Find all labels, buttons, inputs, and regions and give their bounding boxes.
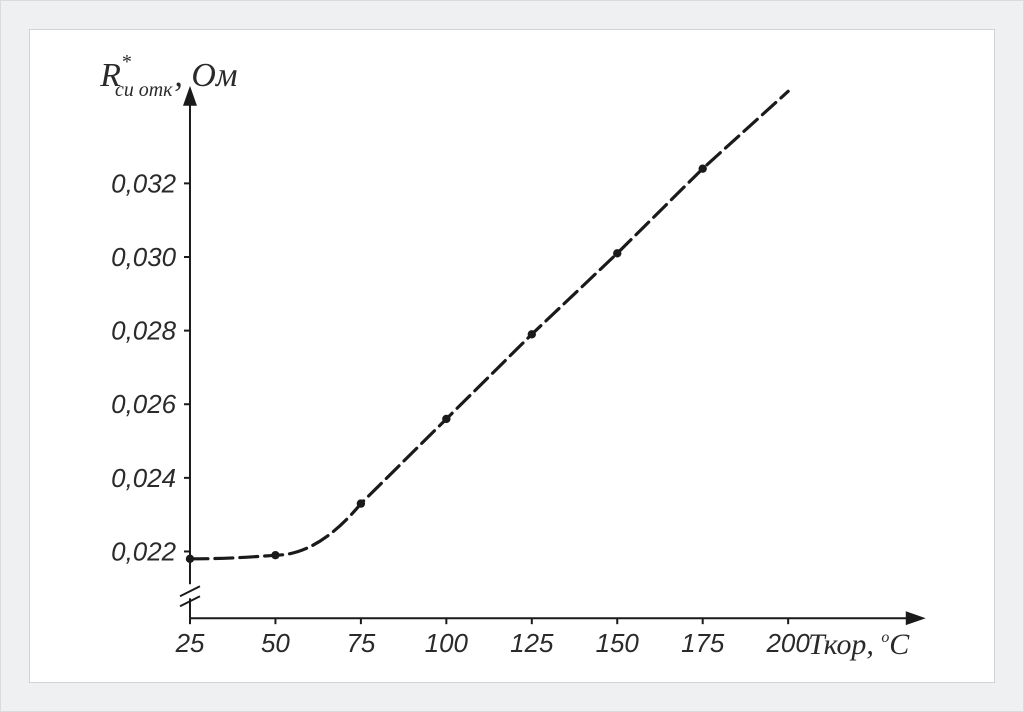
y-tick-label: 0,022 bbox=[111, 538, 176, 566]
x-tick-label: 25 bbox=[175, 630, 205, 658]
x-tick-label: 125 bbox=[510, 630, 554, 658]
data-marker bbox=[613, 249, 621, 257]
x-tick-label: 50 bbox=[261, 630, 290, 658]
y-tick-label: 0,024 bbox=[111, 465, 176, 493]
data-marker bbox=[528, 330, 536, 338]
y-tick-label: 0,030 bbox=[111, 244, 176, 272]
chart-panel: 0,022 0,024 0,026 0,028 0,030 0,032 25 50 75 100 1… bbox=[29, 29, 995, 683]
data-marker bbox=[186, 555, 194, 563]
chart-container: 0,022 0,024 0,026 0,028 0,030 0,032 25 50 75 100 1… bbox=[0, 0, 1024, 712]
data-marker bbox=[442, 415, 450, 423]
x-tick-label: 75 bbox=[346, 630, 375, 658]
x-tick-label: 175 bbox=[681, 630, 725, 658]
y-tick-label: 0,026 bbox=[111, 391, 176, 419]
x-tick-label: 150 bbox=[596, 630, 640, 658]
data-curve bbox=[190, 91, 788, 558]
chart-svg: 0,022 0,024 0,026 0,028 0,030 0,032 25 50 75 100 1… bbox=[30, 30, 994, 682]
y-axis-title: R*си отк, Ом bbox=[99, 51, 237, 101]
x-tick-label: 100 bbox=[425, 630, 469, 658]
y-tick-label: 0,032 bbox=[111, 170, 176, 198]
x-axis-title: Ткор, oС bbox=[808, 628, 910, 661]
y-tick-label: 0,028 bbox=[111, 318, 176, 346]
x-tick-label: 200 bbox=[766, 630, 811, 658]
data-marker bbox=[271, 551, 279, 559]
data-marker bbox=[699, 164, 707, 172]
data-marker bbox=[357, 499, 365, 507]
